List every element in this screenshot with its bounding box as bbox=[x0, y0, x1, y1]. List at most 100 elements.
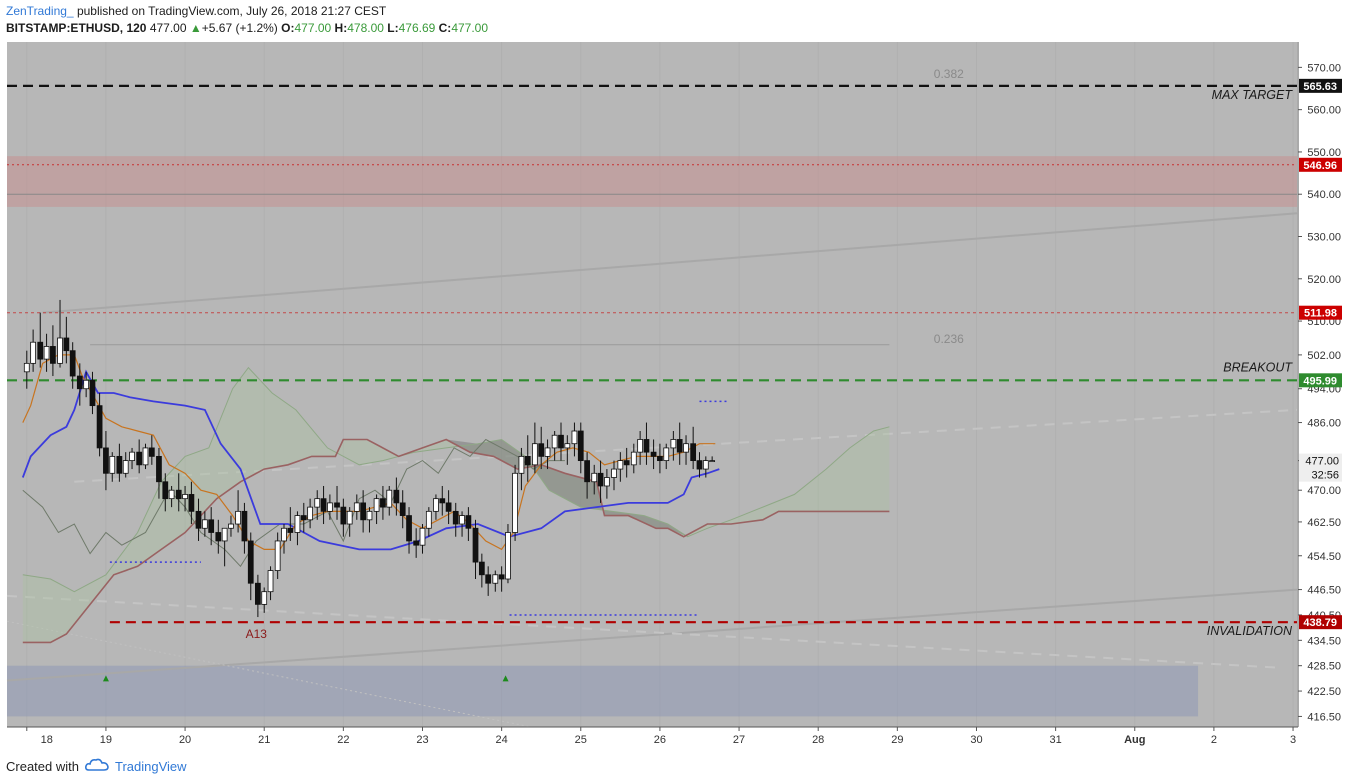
invalidation-label: INVALIDATION bbox=[1207, 624, 1293, 638]
price-tick-label: 422.50 bbox=[1307, 686, 1341, 698]
candle-body bbox=[452, 510, 459, 525]
candle-body bbox=[611, 468, 617, 478]
candle-body bbox=[643, 439, 650, 453]
current-price-tag bbox=[1299, 453, 1342, 482]
candle-body bbox=[617, 460, 624, 470]
candle-body bbox=[505, 532, 511, 580]
candle-body bbox=[386, 489, 393, 508]
price-change: +5.67 (+1.2%) bbox=[201, 21, 278, 35]
candle-body bbox=[261, 591, 268, 605]
candle-body bbox=[696, 460, 703, 470]
price-level-tag-label: 495.99 bbox=[1303, 375, 1337, 387]
candle-body bbox=[518, 455, 525, 474]
candle-body bbox=[156, 455, 162, 483]
candle-body bbox=[459, 515, 465, 525]
candle-body bbox=[399, 502, 406, 516]
time-tick-label: 20 bbox=[179, 734, 191, 746]
symbol-label[interactable]: BITSTAMP:ETHUSD, 120 bbox=[6, 21, 147, 35]
candle-body bbox=[670, 439, 677, 449]
created-with-text: Created with bbox=[6, 759, 79, 774]
published-text: published on TradingView.com, July 26, 2… bbox=[76, 4, 387, 18]
candle-body bbox=[300, 515, 307, 521]
candle-body bbox=[558, 434, 564, 449]
candle-body bbox=[531, 443, 538, 466]
price-tick-label: 470.00 bbox=[1307, 485, 1341, 497]
candle-body bbox=[109, 455, 116, 474]
candle-body bbox=[63, 337, 70, 352]
candle-body bbox=[148, 447, 155, 457]
price-tick-label: 454.50 bbox=[1307, 551, 1341, 563]
candle-body bbox=[168, 489, 175, 500]
candle-body bbox=[182, 494, 188, 500]
time-tick-label: 27 bbox=[733, 734, 745, 746]
candle-body bbox=[314, 498, 321, 508]
candle-body bbox=[89, 379, 96, 407]
price-tick-label: 486.00 bbox=[1307, 418, 1341, 430]
channel-line-lower bbox=[6, 594, 1282, 669]
chart-header: ZenTrading_ published on TradingView.com… bbox=[6, 3, 488, 37]
open-label: O: bbox=[281, 21, 295, 35]
time-tick-label: 24 bbox=[496, 734, 508, 746]
time-tick-label: 31 bbox=[1049, 734, 1061, 746]
candle-body bbox=[433, 498, 439, 512]
candle-body bbox=[366, 510, 373, 521]
plot-left-margin bbox=[0, 42, 7, 727]
candle-body bbox=[76, 375, 83, 390]
time-tick-label: 26 bbox=[654, 734, 666, 746]
price-tick-label: 502.00 bbox=[1307, 350, 1341, 362]
low-label: L: bbox=[387, 21, 399, 35]
price-tick-label: 434.50 bbox=[1307, 635, 1341, 647]
candle-body bbox=[564, 443, 571, 449]
senkou-span-b bbox=[22, 438, 890, 644]
time-tick-label: 29 bbox=[891, 734, 903, 746]
price-level-tag-label: 546.96 bbox=[1303, 160, 1337, 172]
candle-body bbox=[571, 430, 578, 445]
kijun-sen-line bbox=[21, 369, 720, 551]
candle-body bbox=[96, 405, 103, 449]
signal-up-marker bbox=[102, 675, 109, 682]
candle-body bbox=[584, 460, 590, 483]
candle-body bbox=[221, 527, 228, 542]
senkou-span-a bbox=[22, 366, 890, 593]
candle-body bbox=[406, 515, 412, 542]
trend-line-lower bbox=[6, 588, 1298, 682]
price-tick-label: 550.00 bbox=[1307, 147, 1341, 159]
diagonal-dotted-line bbox=[6, 620, 573, 736]
candle-body bbox=[650, 451, 657, 457]
candle-body bbox=[241, 510, 248, 542]
candle-body bbox=[439, 498, 446, 504]
price-level-tag bbox=[1299, 157, 1342, 172]
candle-body bbox=[478, 561, 485, 576]
candle-body bbox=[162, 481, 169, 500]
candle-body bbox=[37, 341, 44, 360]
time-tick-label: 19 bbox=[100, 734, 112, 746]
close-value: 477.00 bbox=[451, 21, 489, 35]
candle-body bbox=[544, 447, 551, 457]
tradingview-brand-link[interactable]: TradingView bbox=[114, 759, 187, 774]
price-tick-label: 520.00 bbox=[1307, 274, 1341, 286]
candle-body bbox=[129, 451, 135, 462]
candle-body bbox=[103, 447, 109, 474]
time-tick-label: 23 bbox=[416, 734, 428, 746]
candle-body bbox=[577, 430, 584, 462]
support-zone-lower bbox=[7, 665, 1199, 717]
candle-body bbox=[69, 350, 76, 377]
price-tick-label: 560.00 bbox=[1307, 105, 1341, 117]
candle-body bbox=[657, 455, 663, 462]
candle-body bbox=[472, 527, 479, 563]
current-price-label: 477.00 bbox=[1305, 456, 1339, 468]
candle-body bbox=[413, 540, 420, 546]
price-tick-label: 428.50 bbox=[1307, 661, 1341, 673]
price-level-tag-label: 438.79 bbox=[1303, 617, 1337, 629]
candle-body bbox=[57, 337, 63, 364]
candle-body bbox=[122, 460, 129, 474]
author-link[interactable]: ZenTrading_ bbox=[6, 4, 74, 18]
candle-body bbox=[136, 451, 143, 466]
change-arrow-icon: ▲ bbox=[189, 21, 202, 35]
candle-body bbox=[340, 506, 347, 525]
candle-body bbox=[175, 489, 182, 500]
candle-body bbox=[512, 472, 518, 533]
open-value: 477.00 bbox=[294, 21, 332, 35]
candle-body bbox=[83, 379, 90, 390]
